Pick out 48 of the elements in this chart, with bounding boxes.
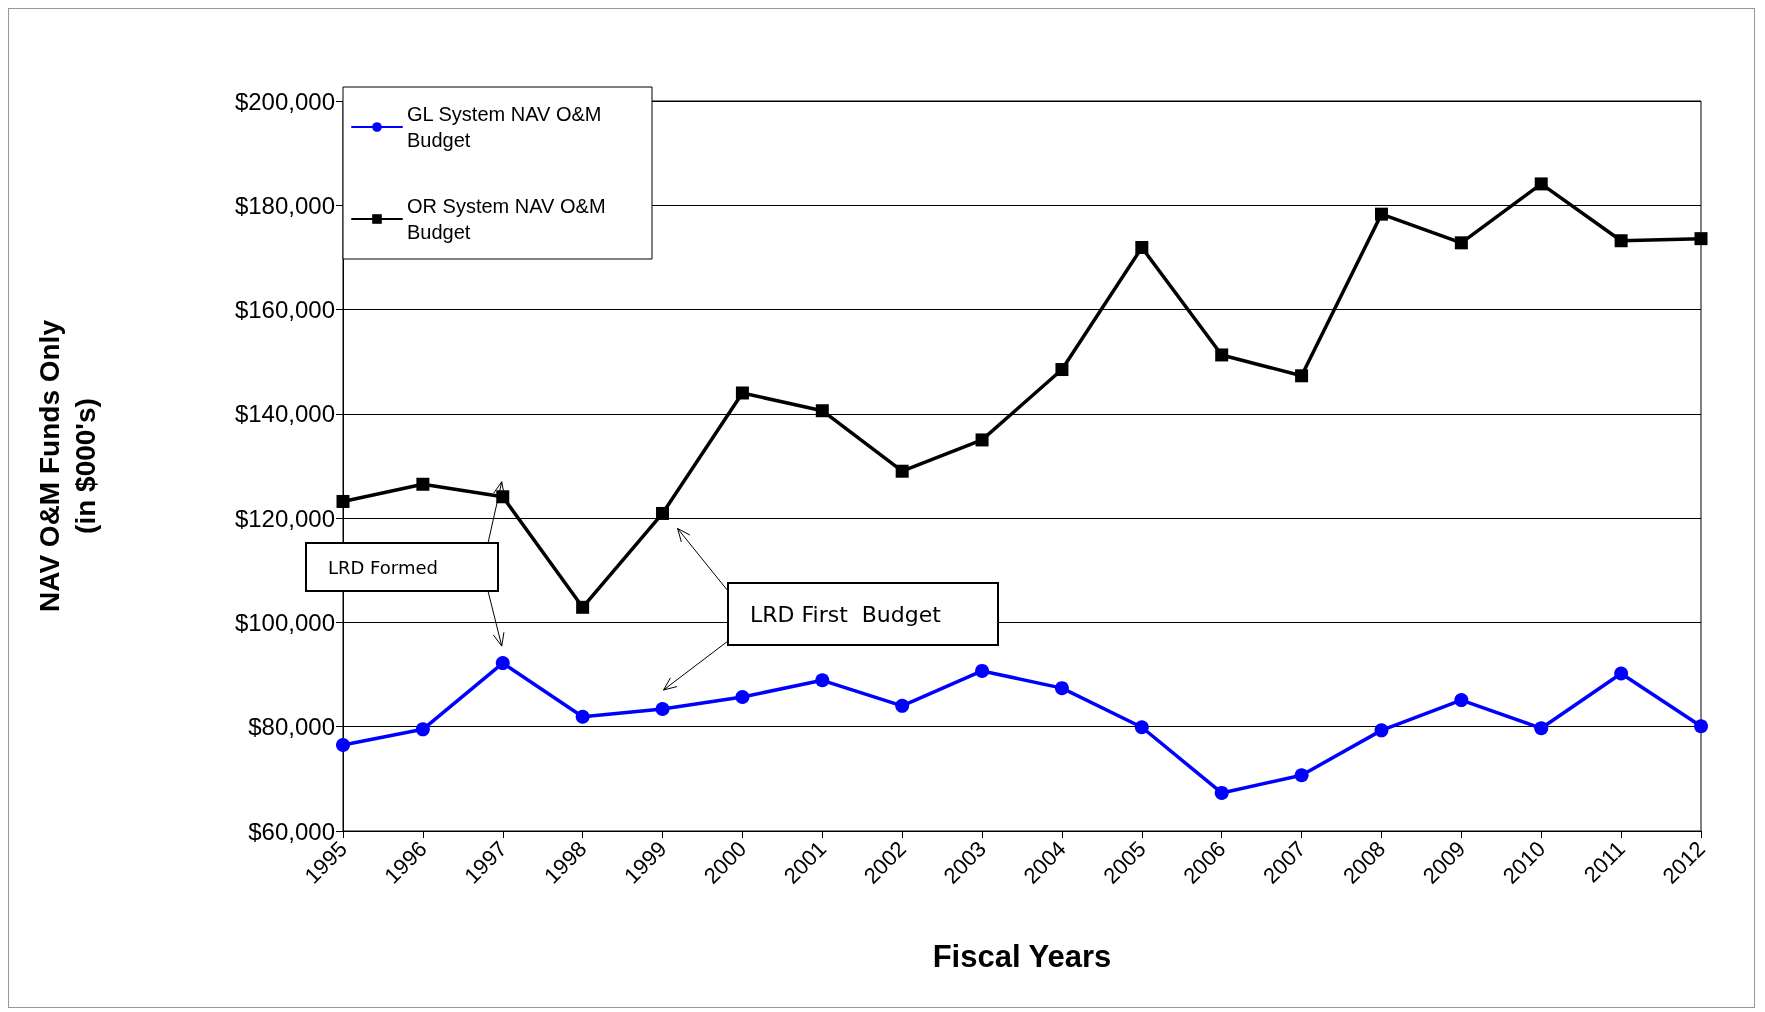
point xyxy=(1215,348,1229,362)
point xyxy=(1295,369,1309,383)
point xyxy=(1614,234,1628,248)
point xyxy=(1454,236,1468,250)
point xyxy=(1694,232,1708,246)
point xyxy=(815,673,830,688)
y-tick-label: $100,000 xyxy=(234,608,335,636)
point xyxy=(895,698,910,713)
point xyxy=(1374,207,1388,221)
point xyxy=(1454,693,1469,708)
point xyxy=(735,690,750,704)
point xyxy=(1134,720,1149,735)
point xyxy=(415,722,430,737)
point xyxy=(495,656,510,671)
point xyxy=(1054,681,1069,696)
y-tick-label: $180,000 xyxy=(234,191,335,219)
y-tick-label: $140,000 xyxy=(234,400,335,428)
point xyxy=(1214,785,1229,800)
point xyxy=(895,464,909,478)
point xyxy=(975,663,990,678)
point xyxy=(1614,666,1629,681)
point xyxy=(975,433,989,447)
legend-label: OR System NAV O&M Budget xyxy=(407,195,612,243)
annotation: LRD First Budget xyxy=(750,601,942,627)
point xyxy=(735,386,749,400)
point xyxy=(576,600,590,614)
point xyxy=(416,477,430,491)
point xyxy=(815,404,829,418)
point xyxy=(656,506,670,520)
legend-label: GL System NAV O&M Budget xyxy=(407,103,608,151)
point xyxy=(1694,719,1708,734)
annotation: LRD Formed xyxy=(328,556,438,578)
point xyxy=(1374,723,1389,738)
point xyxy=(336,737,350,752)
point xyxy=(336,494,350,508)
point xyxy=(1135,241,1149,255)
point xyxy=(1534,721,1549,736)
point xyxy=(655,701,670,716)
point xyxy=(1294,768,1309,783)
x-axis-title: Fiscal Years xyxy=(932,939,1112,974)
point xyxy=(575,709,590,724)
point xyxy=(1534,177,1548,191)
point xyxy=(1055,363,1069,377)
y-tick-label: $120,000 xyxy=(234,504,335,532)
y-tick-label: $80,000 xyxy=(248,713,335,741)
y-axis-title: NAV O&M Funds Only (in $000's) xyxy=(33,319,101,612)
y-tick-label: $160,000 xyxy=(234,296,335,324)
y-tick-label: $200,000 xyxy=(234,87,335,115)
